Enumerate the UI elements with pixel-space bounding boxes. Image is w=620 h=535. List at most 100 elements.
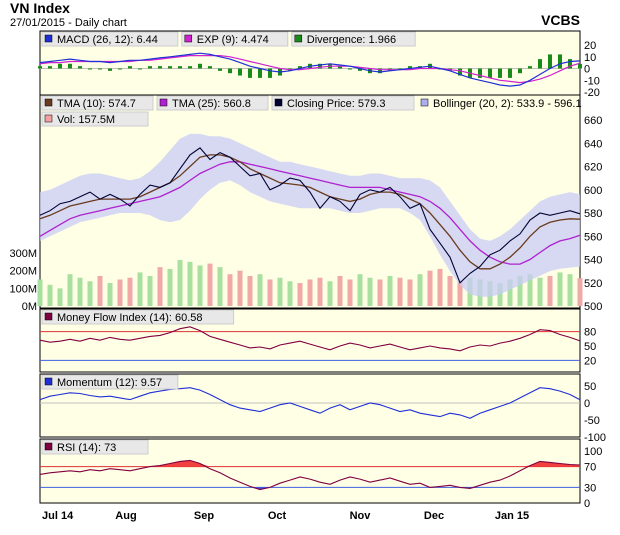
momentum-y-tick: 0	[584, 398, 590, 410]
volume-bar	[217, 267, 223, 306]
volume-legend-swatch	[44, 114, 53, 123]
price-y-tick: 540	[584, 255, 602, 267]
momentum-legend-swatch	[44, 377, 53, 386]
volume-bar	[257, 274, 263, 306]
macd-divergence-bar	[268, 68, 272, 78]
volume-bar	[387, 275, 393, 306]
macd-divergence-bar	[338, 66, 342, 69]
rsi-y-tick: 0	[584, 498, 590, 510]
macd-divergence-bar	[478, 68, 482, 78]
price-y-tick: 600	[584, 185, 602, 197]
volume-legend-label: Vol: 157.5M	[57, 114, 115, 126]
macd-divergence-bar	[228, 68, 232, 74]
macd-divergence-bar	[138, 68, 142, 70]
volume-bar	[57, 288, 63, 306]
volume-bar	[307, 279, 313, 306]
volume-bar	[167, 268, 173, 306]
volume-bar	[227, 274, 233, 306]
macd-divergence-bar	[48, 66, 52, 69]
macd-divergence-bar	[508, 68, 512, 78]
rsi-y-tick: 70	[584, 462, 596, 474]
macd-legend-box	[41, 31, 179, 47]
price-legend-swatch	[274, 98, 283, 107]
chart-title: VN Index	[10, 0, 70, 16]
macd-divergence-bar	[298, 66, 302, 69]
macd-legend-box	[181, 31, 289, 47]
volume-bar	[417, 274, 423, 306]
momentum-legend-label: Momentum (12): 9.57	[57, 377, 162, 389]
rsi-y-tick: 30	[584, 482, 596, 494]
volume-legend: Vol: 157.5M	[41, 111, 149, 127]
volume-y-tick: 0M	[22, 301, 37, 313]
volume-bar	[187, 261, 193, 306]
price-legend-box	[156, 95, 269, 111]
volume-bar	[157, 267, 163, 306]
volume-bar	[207, 263, 213, 306]
macd-y-tick: 0	[584, 64, 590, 76]
volume-bar	[287, 281, 293, 306]
volume-bar	[497, 283, 503, 306]
volume-bar	[557, 272, 563, 306]
rsi-overbought-fill	[180, 460, 190, 467]
volume-bar	[77, 277, 83, 306]
mfi-y-tick: 80	[584, 327, 596, 339]
macd-legend-label: EXP (9): 4.474	[197, 34, 269, 46]
mfi-legend-label: Money Flow Index (14): 60.58	[57, 312, 203, 324]
volume-legend-box	[41, 111, 149, 127]
macd-legend-label: Divergence: 1.966	[307, 34, 396, 46]
macd-divergence-bar	[488, 68, 492, 78]
momentum-line	[39, 387, 581, 419]
macd-divergence-bar	[118, 68, 122, 70]
macd-divergence-bar	[548, 54, 552, 69]
macd-y-tick: 10	[584, 52, 596, 64]
x-axis-label: Jul 14	[42, 510, 74, 522]
volume-bar	[337, 275, 343, 306]
macd-legend-swatch	[44, 34, 53, 43]
momentum-y-tick: -100	[584, 432, 606, 444]
price-y-tick: 560	[584, 231, 602, 243]
macd-divergence-bar	[458, 68, 462, 76]
macd-divergence-bar	[208, 66, 212, 69]
bollinger-band	[40, 133, 580, 297]
rsi-legend-swatch	[44, 442, 53, 451]
volume-bar	[147, 275, 153, 306]
macd-divergence-bar	[408, 66, 412, 69]
volume-bar	[67, 274, 73, 306]
macd-divergence-bar	[128, 66, 132, 69]
volume-bar	[177, 260, 183, 306]
volume-bar	[37, 279, 43, 306]
macd-divergence-bar	[398, 68, 402, 70]
x-axis-label: Oct	[268, 510, 287, 522]
volume-bar	[567, 274, 573, 306]
macd-divergence-bar	[248, 68, 252, 78]
macd-legend-box	[291, 31, 416, 47]
volume-bar	[537, 277, 543, 306]
macd-y-tick: 20	[584, 40, 596, 52]
rsi-overbought-fill	[170, 461, 180, 467]
macd-y-tick: -10	[584, 75, 600, 87]
mfi-line	[39, 326, 581, 352]
price-legend-label: TMA (10): 574.7	[57, 98, 136, 110]
mfi-legend-swatch	[44, 312, 53, 321]
volume-bar	[407, 279, 413, 306]
price-legend-swatch	[44, 98, 53, 107]
price-y-tick: 640	[584, 138, 602, 150]
volume-bar	[517, 275, 523, 306]
macd-legend: MACD (26, 12): 6.44 EXP (9): 4.474 Diverge…	[41, 31, 416, 47]
volume-y-tick: 200M	[9, 266, 37, 278]
macd-divergence-bar	[518, 68, 522, 74]
tma25-line	[39, 161, 581, 265]
macd-legend-label: MACD (26, 12): 6.44	[57, 34, 158, 46]
volume-bar	[277, 277, 283, 306]
macd-divergence-bar	[258, 68, 262, 78]
rsi-legend: RSI (14): 73	[41, 439, 149, 455]
brand-label: VCBS	[541, 12, 580, 28]
tma10-line	[39, 154, 581, 270]
volume-y-tick: 100M	[9, 283, 37, 295]
momentum-legend-box	[41, 374, 179, 390]
price-legend-label: Closing Price: 579.3	[287, 98, 385, 110]
macd-legend-swatch	[294, 34, 303, 43]
x-axis-label: Sep	[194, 510, 214, 522]
volume-bar	[577, 278, 583, 306]
price-legend-swatch	[159, 98, 168, 107]
